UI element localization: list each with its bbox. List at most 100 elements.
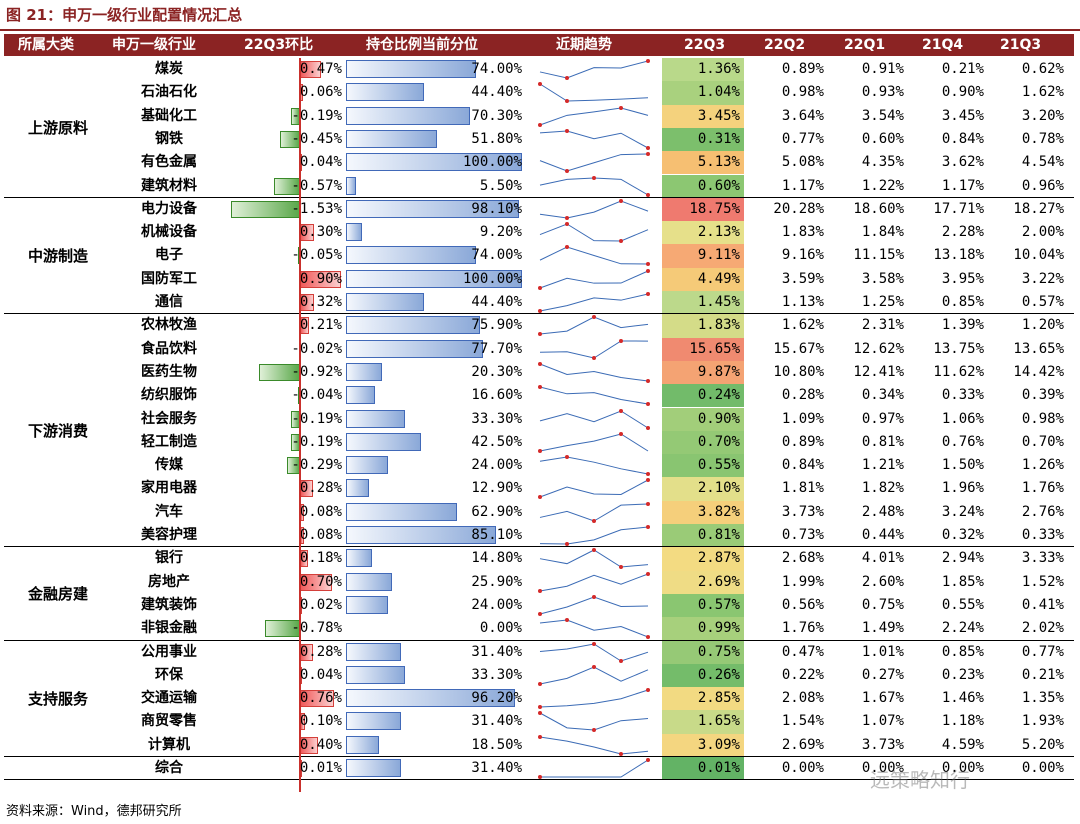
qoq-change-value: -0.05% [291,247,342,264]
percentile-value: 0.00% [479,620,522,637]
value-21q4: 0.76% [941,433,984,450]
percentile-value: 51.80% [471,130,522,147]
trend-high-point [619,338,623,343]
qoq-change-cell: 0.18% [4,547,344,570]
value-22q3: 3.45% [662,104,744,128]
table-row: 医药生物 -0.92% 20.30% 9.87% 10.80% 12.41% 11.62% 1… [4,360,1074,385]
trend-line [539,200,649,219]
value-21q4: 0.85% [941,294,984,310]
percentile-bar [346,526,496,544]
table-row: 环保 0.04% 33.30% 0.26% 0.22% 0.27% 0.23% 0.21% [4,663,1074,688]
trend-sparkline-cell [534,128,654,151]
industry-name: 传媒 [155,457,183,474]
percentile-cell: 20.30% [346,361,522,384]
industry-name: 汽车 [155,503,183,520]
industry-name: 房地产 [148,573,190,590]
percentile-cell: 42.50% [346,431,522,454]
title-underline [0,29,1080,31]
trend-low-point [646,425,650,430]
trend-low-point [538,705,542,710]
percentile-bar [346,362,382,381]
qoq-change-cell: 0.30% [4,221,344,244]
value-21q4: 1.46% [941,690,984,707]
value-22q2: 3.64% [781,107,824,124]
percentile-cell: 74.00% [346,244,522,267]
trend-low-point [592,728,596,733]
trend-high-point [646,758,650,762]
table-row: 社会服务 -0.19% 33.30% 0.90% 1.09% 0.97% 1.06% 0.98… [4,407,1074,431]
header-22q1: 22Q1 [844,37,886,53]
trend-high-point [619,105,623,110]
value-21q3: 4.54% [1021,154,1064,171]
percentile-value: 33.30% [471,666,522,683]
value-22q1: 0.91% [861,61,904,77]
trend-high-point [646,525,650,529]
value-22q3: 1.36% [662,58,744,82]
value-21q4: 3.95% [941,270,984,287]
trend-line [539,60,649,79]
qoq-change-cell: -0.02% [4,338,344,361]
trend-sparkline [538,315,649,337]
percentile-bar [346,293,425,311]
trend-sparkline-cell [534,594,654,617]
trend-sparkline [538,292,650,313]
trend-sparkline-cell [534,687,654,710]
qoq-change-cell: 0.90% [4,268,344,291]
category-separator [4,196,1074,198]
percentile-cell: 31.40% [346,710,522,733]
value-21q3: 1.35% [1021,690,1064,707]
trend-sparkline [539,641,649,663]
category-separator [4,546,1074,548]
qoq-change-cell: 0.28% [4,477,344,500]
industry-name: 石油石化 [141,84,197,101]
percentile-bar [346,129,438,148]
trend-sparkline [539,198,649,220]
value-21q4: 17.71% [933,200,984,217]
percentile-bar [346,549,373,568]
percentile-bar [346,316,480,335]
qoq-change-cell: 0.06% [4,81,344,104]
trend-line [539,619,649,638]
value-22q1: 4.35% [861,154,904,171]
value-22q3: 0.81% [662,524,744,548]
value-22q3: 0.26% [662,663,744,688]
qoq-change-value: 0.10% [299,713,342,730]
trend-low-point [538,122,542,127]
trend-high-point [619,408,623,413]
percentile-cell: 51.80% [346,128,522,151]
value-22q3: 0.24% [662,384,744,408]
trend-low-point [619,239,623,244]
percentile-cell: 12.90% [346,477,522,500]
trend-sparkline [539,408,650,430]
value-22q1: 3.73% [861,736,904,753]
percentile-bar [346,712,402,731]
qoq-change-value: 0.04% [299,154,342,171]
percentile-value: 100.00% [462,270,522,287]
trend-sparkline-cell [534,431,654,454]
trend-line [539,340,649,359]
trend-sparkline-cell [534,547,654,570]
trend-low-point [592,518,596,523]
trend-sparkline [539,548,649,570]
trend-sparkline-cell [534,454,654,477]
value-22q2: 0.89% [781,61,824,77]
watermark: 远策略知行 [870,768,970,792]
value-21q3: 2.02% [1021,620,1064,637]
trend-low-point [538,448,542,453]
value-22q1: 1.82% [861,480,904,497]
qoq-change-cell: -1.53% [4,198,344,221]
trend-high-point [565,455,569,460]
percentile-bar [346,479,369,498]
trend-high-point [646,501,650,506]
header-22q2: 22Q2 [764,37,806,53]
value-21q4: 3.24% [941,503,984,520]
value-21q3: 0.00% [1021,760,1064,776]
qoq-change-value: -1.53% [291,200,342,217]
value-21q4: 3.62% [941,154,984,171]
figure-title: 图 21：申万一级行业配置情况汇总 [6,6,243,24]
value-21q4: 0.32% [941,527,984,543]
percentile-value: 74.00% [471,247,522,264]
value-22q2: 1.54% [781,713,824,730]
zero-axis-line [299,58,301,792]
value-22q2: 5.08% [781,154,824,171]
